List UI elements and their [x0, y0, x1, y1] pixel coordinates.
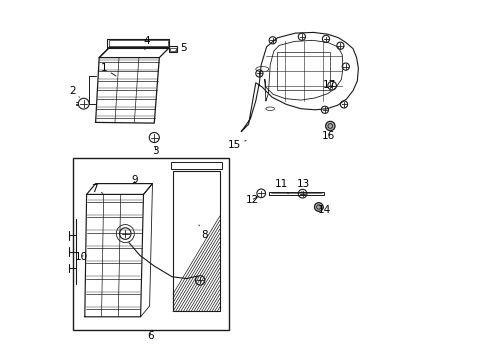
Text: 12: 12	[245, 195, 259, 205]
Bar	[170, 46, 177, 52]
Bar	[171, 48, 176, 51]
Text: 4: 4	[144, 36, 150, 50]
Text: 15: 15	[227, 140, 246, 150]
Text: 7: 7	[91, 184, 103, 194]
Text: 17: 17	[322, 80, 336, 90]
Bar	[173, 171, 220, 311]
Text: 3: 3	[152, 146, 159, 156]
Text: 9: 9	[131, 175, 138, 185]
Text: 11: 11	[274, 179, 288, 194]
Text: 13: 13	[297, 179, 310, 192]
Circle shape	[315, 203, 323, 211]
Text: 1: 1	[100, 63, 116, 76]
Text: 6: 6	[147, 330, 154, 341]
Text: 10: 10	[75, 252, 88, 262]
Text: 5: 5	[176, 43, 187, 53]
Bar	[277, 52, 330, 90]
Bar	[73, 158, 229, 330]
Text: 2: 2	[70, 86, 79, 97]
Text: 16: 16	[322, 131, 335, 141]
Bar	[171, 162, 221, 169]
Circle shape	[326, 121, 335, 131]
Text: 8: 8	[199, 225, 208, 240]
Text: 14: 14	[318, 204, 331, 215]
